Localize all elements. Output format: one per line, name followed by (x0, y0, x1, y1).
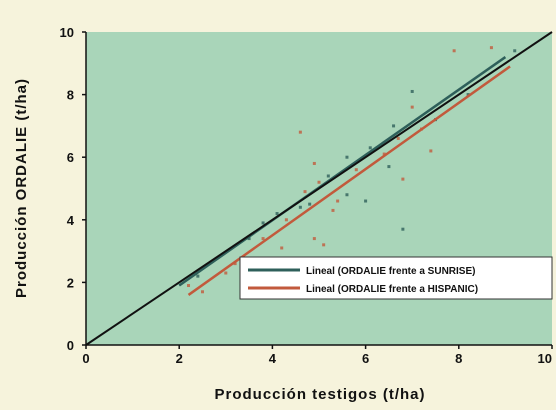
y-tick-label: 0 (67, 338, 74, 353)
y-tick-label: 10 (60, 25, 74, 40)
scatter-point (233, 262, 237, 266)
scatter-point (410, 105, 414, 109)
scatter-point (312, 161, 316, 165)
scatter-point (466, 93, 470, 97)
axes (82, 31, 553, 349)
scatter-point (201, 290, 204, 294)
scatter-point (303, 190, 307, 194)
x-axis-title: Producción testigos (t/ha) (214, 386, 425, 403)
y-tick-label: 4 (67, 213, 75, 228)
x-tick-label: 6 (362, 351, 369, 366)
x-tick-label: 4 (269, 351, 277, 366)
scatter-point (368, 146, 372, 150)
scatter-point (261, 221, 265, 225)
scatter-point (354, 168, 358, 172)
scatter-point (364, 199, 368, 203)
identity-line (85, 31, 553, 346)
legend: Lineal (ORDALIE frente a SUNRISE) Lineal… (239, 256, 553, 300)
legend-label-hispanic: Lineal (ORDALIE frente a HISPANIC) (306, 284, 478, 295)
scatter-point (336, 199, 340, 203)
scatter-point (387, 165, 391, 169)
scatter-point (345, 155, 349, 159)
scatter-point (284, 218, 288, 222)
scatter-point (261, 237, 265, 241)
scatter-point (401, 227, 405, 231)
scatter-point (452, 49, 456, 53)
scatter-point (196, 274, 200, 278)
scatter-point (247, 237, 251, 241)
scatter-point (312, 237, 316, 241)
scatter-point (317, 180, 321, 184)
scatter-point (345, 193, 349, 197)
scatter-point (410, 89, 414, 93)
y-tick-label: 2 (67, 275, 74, 290)
scatter-point (224, 271, 228, 275)
legend-label-sunrise: Lineal (ORDALIE frente a SUNRISE) (306, 266, 475, 277)
scatter-point (396, 136, 400, 140)
scatter-point (326, 174, 330, 178)
scatter-point (382, 152, 386, 156)
legend-box (239, 256, 553, 300)
scatter-point (513, 49, 517, 53)
scatter-point (298, 205, 302, 209)
x-tick-label: 10 (538, 351, 552, 366)
x-tick-label: 8 (455, 351, 462, 366)
scatter-point (322, 243, 326, 247)
scatter-point (187, 284, 191, 288)
scatter-point (489, 46, 493, 50)
tick-labels: 0 2 4 6 8 10 0 2 4 6 8 10 (60, 25, 552, 366)
trend-line (178, 56, 507, 287)
scatter-point (429, 149, 433, 153)
scatter-point (275, 212, 279, 216)
y-tick-label: 8 (67, 88, 74, 103)
scatter-point (298, 130, 302, 134)
scatter-point (308, 202, 312, 206)
y-tick-label: 6 (67, 150, 74, 165)
scatter-point (392, 124, 396, 128)
x-tick-label: 2 (176, 351, 183, 366)
y-axis-title: Producción ORDALIE (t/ha) (13, 78, 30, 298)
scatter-point (401, 177, 405, 181)
scatter-point (280, 246, 284, 250)
x-tick-label: 0 (82, 351, 89, 366)
scatter-point (331, 208, 335, 212)
